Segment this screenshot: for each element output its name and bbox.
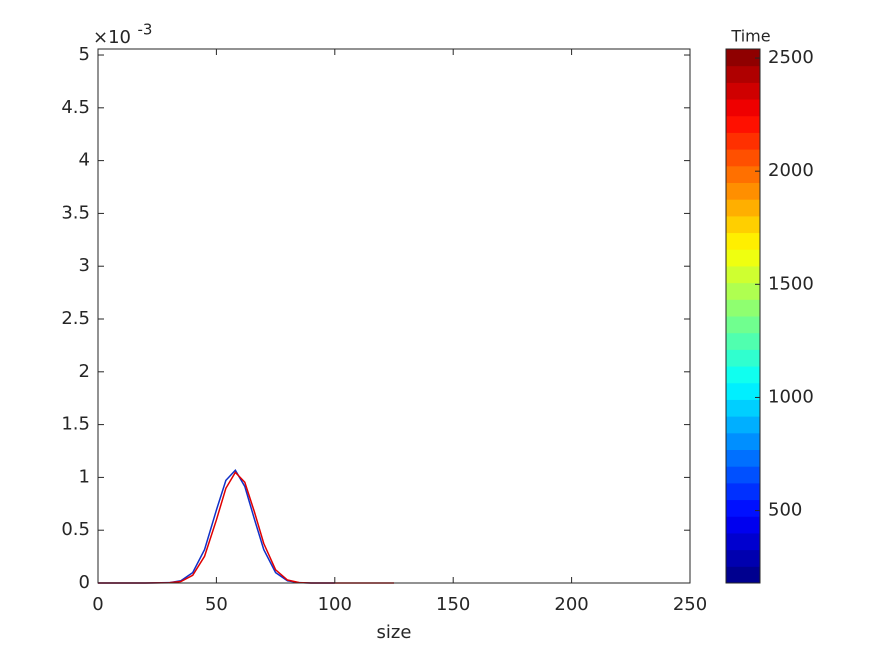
colorbar-band: [726, 549, 760, 567]
x-axis-label: size: [377, 622, 412, 643]
x-tick-label: 200: [554, 594, 588, 615]
axes-box: [97, 48, 691, 584]
colorbar-band: [726, 299, 760, 317]
colorbar-band: [726, 499, 760, 517]
colorbar-tick-label: 500: [768, 500, 802, 521]
colorbar-band: [726, 316, 760, 334]
colorbar-band: [726, 516, 760, 534]
colorbar-band: [726, 566, 760, 584]
y-tick-label: 2: [79, 361, 90, 382]
colorbar-band: [726, 165, 760, 183]
colorbar-band: [726, 115, 760, 133]
colorbar-band: [726, 282, 760, 300]
colorbar-band: [726, 249, 760, 267]
x-tick-label: 100: [318, 594, 352, 615]
colorbar-band: [726, 199, 760, 217]
x-tick-label: 250: [673, 594, 707, 615]
y-exponent: -3: [138, 21, 153, 39]
colorbar-band: [726, 432, 760, 450]
colorbar-box: [725, 48, 761, 584]
colorbar-band: [726, 132, 760, 150]
y-tick-label: 1.5: [61, 414, 90, 435]
colorbar-band: [726, 366, 760, 384]
y-tick-label: 2.5: [61, 308, 90, 329]
colorbar-band: [726, 182, 760, 200]
y-tick-label: 4: [79, 150, 90, 171]
colorbar-band: [726, 82, 760, 100]
colorbar-band: [726, 332, 760, 350]
colorbar-label: Time: [730, 27, 770, 46]
y-tick-label: 5: [79, 44, 90, 65]
x-tick-label: 0: [92, 594, 103, 615]
colorbar-band: [726, 349, 760, 367]
colorbar-band: [726, 382, 760, 400]
y-tick-label: 1: [79, 466, 90, 487]
colorbar-tick-label: 2000: [768, 160, 814, 181]
colorbar-band: [726, 449, 760, 467]
y-tick-label: 0: [79, 572, 90, 593]
y-tick-label: 3.5: [61, 202, 90, 223]
colorbar-band: [726, 65, 760, 83]
colorbar-tick-label: 2500: [768, 47, 814, 68]
x-tick-label: 150: [436, 594, 470, 615]
colorbar-band: [726, 265, 760, 284]
y-exponent-base: ×10: [93, 27, 131, 48]
colorbar-band: [726, 532, 760, 551]
colorbar-band: [726, 99, 760, 117]
y-tick-label: 4.5: [61, 97, 90, 118]
colorbar-band: [726, 482, 760, 501]
colorbar-band: [726, 149, 760, 167]
colorbar-band: [726, 466, 760, 484]
colorbar-tick-label: 1000: [768, 386, 814, 407]
colorbar-band: [726, 215, 760, 234]
colorbar-band: [726, 416, 760, 434]
x-tick-label: 50: [205, 594, 228, 615]
colorbar-tick-label: 1500: [768, 273, 814, 294]
plot-area: [98, 49, 690, 583]
colorbar-band: [726, 232, 760, 250]
y-tick-label: 0.5: [61, 519, 90, 540]
y-tick-label: 3: [79, 255, 90, 276]
colorbar-band: [726, 399, 760, 417]
colorbar-band: [726, 49, 760, 67]
